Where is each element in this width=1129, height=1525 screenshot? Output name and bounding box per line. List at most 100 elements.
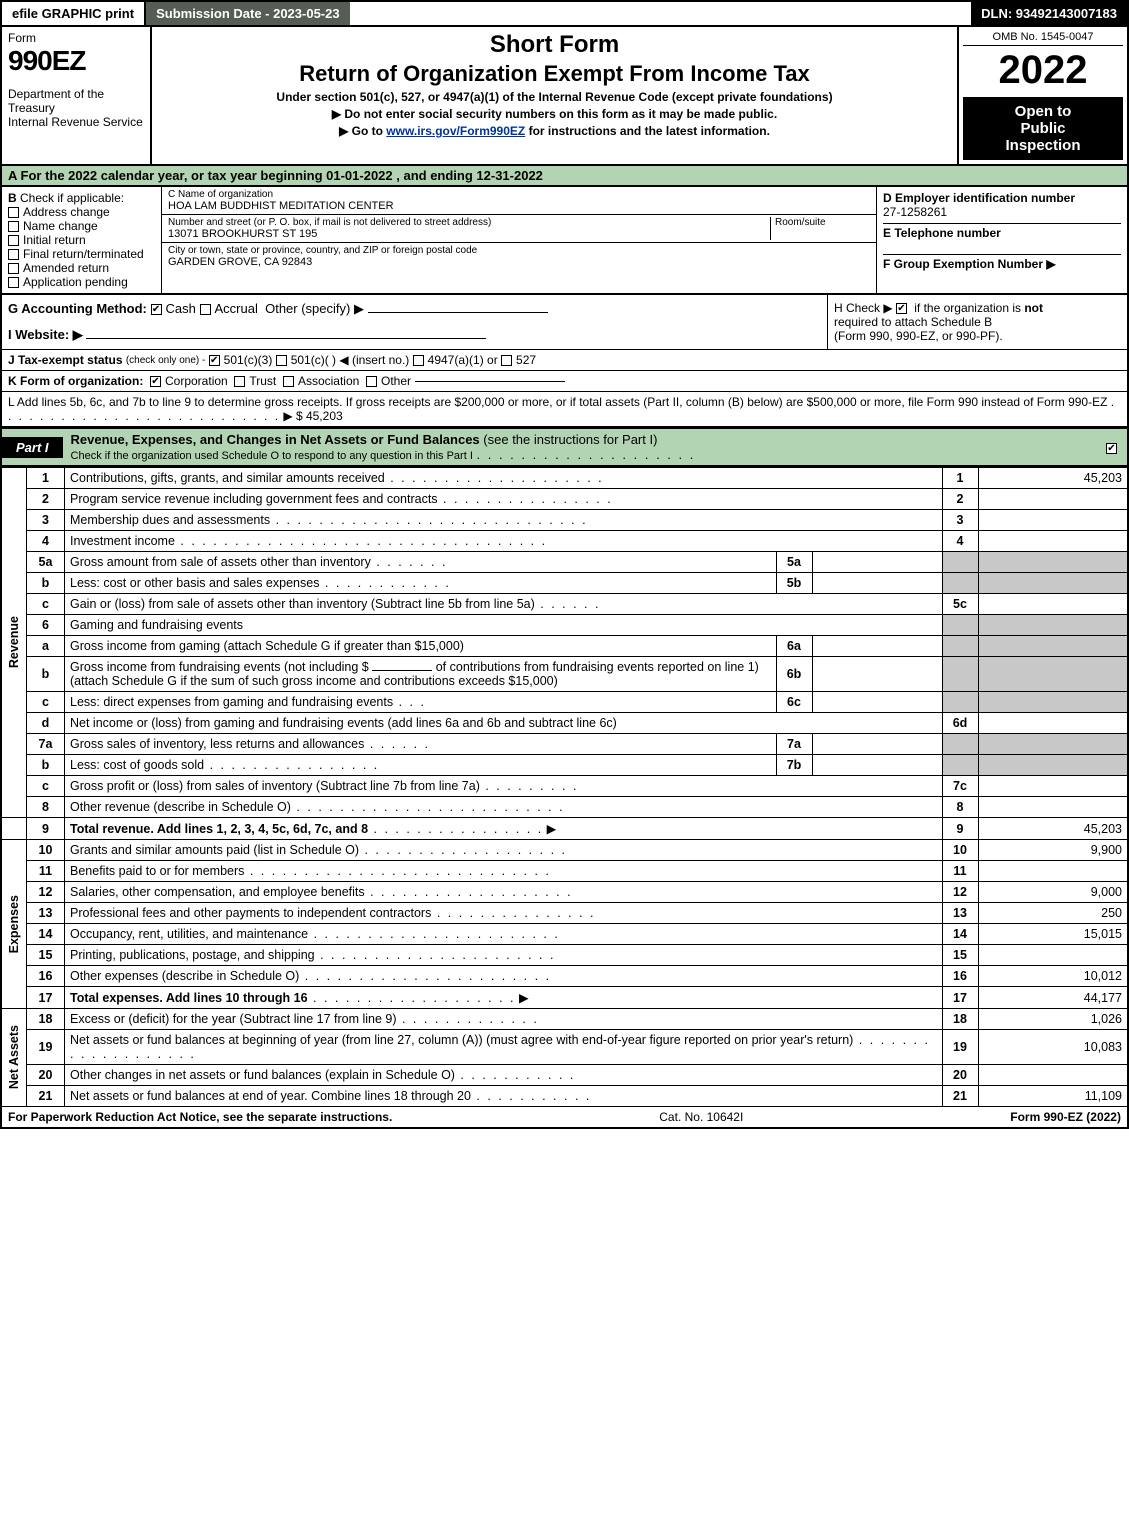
checkbox-other-org[interactable] bbox=[366, 376, 377, 387]
column-b: B Check if applicable: Address change Na… bbox=[2, 187, 162, 293]
line-desc: Gain or (loss) from sale of assets other… bbox=[70, 597, 535, 611]
ofi-line3: Inspection bbox=[967, 137, 1119, 154]
checkbox-corporation[interactable] bbox=[150, 376, 161, 387]
line-amount bbox=[978, 713, 1128, 734]
checkbox-final-return[interactable] bbox=[8, 249, 19, 260]
ofi-line1: Open to bbox=[967, 103, 1119, 120]
part-i-checkline: Check if the organization used Schedule … bbox=[71, 450, 473, 462]
goto-prefix: ▶ Go to bbox=[339, 124, 383, 138]
line-code: 8 bbox=[942, 797, 978, 818]
line-subval bbox=[812, 755, 942, 776]
checkbox-initial-return[interactable] bbox=[8, 235, 19, 246]
line-code-grey bbox=[942, 657, 978, 692]
line-num: 8 bbox=[27, 797, 65, 818]
line-amount bbox=[978, 594, 1128, 615]
irs-line: Internal Revenue Service bbox=[8, 115, 144, 129]
line-amount: 45,203 bbox=[978, 818, 1128, 840]
line-amount: 44,177 bbox=[978, 987, 1128, 1009]
submission-date-button[interactable]: Submission Date - 2023-05-23 bbox=[146, 2, 352, 25]
table-row: Expenses 10 Grants and similar amounts p… bbox=[1, 840, 1128, 861]
line-num: 20 bbox=[27, 1065, 65, 1086]
street-value: 13071 BROOKHURST ST 195 bbox=[168, 228, 770, 240]
revenue-rotated-label: Revenue bbox=[1, 468, 27, 818]
checkbox-schedule-b[interactable] bbox=[896, 303, 907, 314]
checkbox-trust[interactable] bbox=[234, 376, 245, 387]
line-subcode: 6b bbox=[776, 657, 812, 692]
ofi-line2: Public bbox=[967, 120, 1119, 137]
table-row: 21 Net assets or fund balances at end of… bbox=[1, 1086, 1128, 1107]
footer-right: Form 990-EZ (2022) bbox=[1010, 1110, 1121, 1124]
checkbox-527[interactable] bbox=[501, 355, 512, 366]
checkbox-name-change[interactable] bbox=[8, 221, 19, 232]
line-code: 4 bbox=[942, 531, 978, 552]
line-amount: 10,083 bbox=[978, 1030, 1128, 1065]
dln-label: DLN: 93492143007183 bbox=[971, 2, 1127, 25]
org-name-label: C Name of organization bbox=[168, 189, 870, 200]
checkbox-amended-return[interactable] bbox=[8, 263, 19, 274]
line-amount-grey bbox=[978, 573, 1128, 594]
label-name-change: Name change bbox=[23, 219, 98, 233]
group-exemption-label: F Group Exemption Number ▶ bbox=[883, 257, 1056, 271]
line-desc: Total revenue. Add lines 1, 2, 3, 4, 5c,… bbox=[70, 822, 368, 836]
line-amount-grey bbox=[978, 692, 1128, 713]
line-desc: Gross sales of inventory, less returns a… bbox=[70, 737, 364, 751]
irs-link[interactable]: www.irs.gov/Form990EZ bbox=[386, 124, 525, 138]
label-527: 527 bbox=[516, 353, 536, 367]
line-desc: Grants and similar amounts paid (list in… bbox=[70, 843, 359, 857]
efile-print-button[interactable]: efile GRAPHIC print bbox=[2, 2, 146, 25]
table-row: a Gross income from gaming (attach Sched… bbox=[1, 636, 1128, 657]
checkbox-501c3[interactable] bbox=[209, 355, 220, 366]
line-desc: Less: cost of goods sold bbox=[70, 758, 204, 772]
accounting-method-label: G Accounting Method: bbox=[8, 301, 147, 316]
line-code-grey bbox=[942, 755, 978, 776]
checkbox-address-change[interactable] bbox=[8, 207, 19, 218]
ssn-warning: ▶ Do not enter social security numbers o… bbox=[160, 107, 949, 121]
line-num: c bbox=[27, 692, 65, 713]
line-num: 13 bbox=[27, 903, 65, 924]
line-code-grey bbox=[942, 552, 978, 573]
table-row: 8 Other revenue (describe in Schedule O)… bbox=[1, 797, 1128, 818]
checkbox-application-pending[interactable] bbox=[8, 277, 19, 288]
checkbox-association[interactable] bbox=[283, 376, 294, 387]
line-code: 15 bbox=[942, 945, 978, 966]
return-title: Return of Organization Exempt From Incom… bbox=[160, 61, 949, 87]
line-code-grey bbox=[942, 734, 978, 755]
line-code: 7c bbox=[942, 776, 978, 797]
line-l-amount: ▶ $ 45,203 bbox=[283, 409, 342, 423]
checkbox-schedule-o[interactable] bbox=[1106, 443, 1117, 454]
line-amount: 45,203 bbox=[978, 468, 1128, 489]
line-subcode: 7b bbox=[776, 755, 812, 776]
line-num: 19 bbox=[27, 1030, 65, 1065]
line-amount-grey bbox=[978, 636, 1128, 657]
line-desc: Gross amount from sale of assets other t… bbox=[70, 555, 371, 569]
row-k: K Form of organization: Corporation Trus… bbox=[0, 371, 1129, 392]
line-code: 2 bbox=[942, 489, 978, 510]
line-amount bbox=[978, 861, 1128, 882]
line-desc: Less: cost or other basis and sales expe… bbox=[70, 576, 319, 590]
section-a: A For the 2022 calendar year, or tax yea… bbox=[0, 166, 1129, 187]
line-num: 6 bbox=[27, 615, 65, 636]
under-section: Under section 501(c), 527, or 4947(a)(1)… bbox=[160, 90, 949, 104]
line-desc: Net assets or fund balances at end of ye… bbox=[70, 1089, 471, 1103]
line-desc: Contributions, gifts, grants, and simila… bbox=[70, 471, 385, 485]
line-num: c bbox=[27, 594, 65, 615]
line-code: 5c bbox=[942, 594, 978, 615]
checkbox-4947a1[interactable] bbox=[413, 355, 424, 366]
line-desc: Program service revenue including govern… bbox=[70, 492, 438, 506]
line-subval bbox=[812, 552, 942, 573]
table-row: 17 Total expenses. Add lines 10 through … bbox=[1, 987, 1128, 1009]
omb-number: OMB No. 1545-0047 bbox=[963, 31, 1123, 46]
line-desc: Total expenses. Add lines 10 through 16 bbox=[70, 991, 308, 1005]
line-code: 1 bbox=[942, 468, 978, 489]
line-subval bbox=[812, 573, 942, 594]
table-row: b Less: cost of goods sold . . . . . . .… bbox=[1, 755, 1128, 776]
checkbox-cash[interactable] bbox=[151, 304, 162, 315]
line-amount: 250 bbox=[978, 903, 1128, 924]
line-num: 12 bbox=[27, 882, 65, 903]
table-row: c Gross profit or (loss) from sales of i… bbox=[1, 776, 1128, 797]
line-code: 18 bbox=[942, 1009, 978, 1030]
checkbox-accrual[interactable] bbox=[200, 304, 211, 315]
line-desc: Net income or (loss) from gaming and fun… bbox=[70, 716, 617, 730]
tax-exempt-label: J Tax-exempt status bbox=[8, 353, 123, 367]
checkbox-501c[interactable] bbox=[276, 355, 287, 366]
